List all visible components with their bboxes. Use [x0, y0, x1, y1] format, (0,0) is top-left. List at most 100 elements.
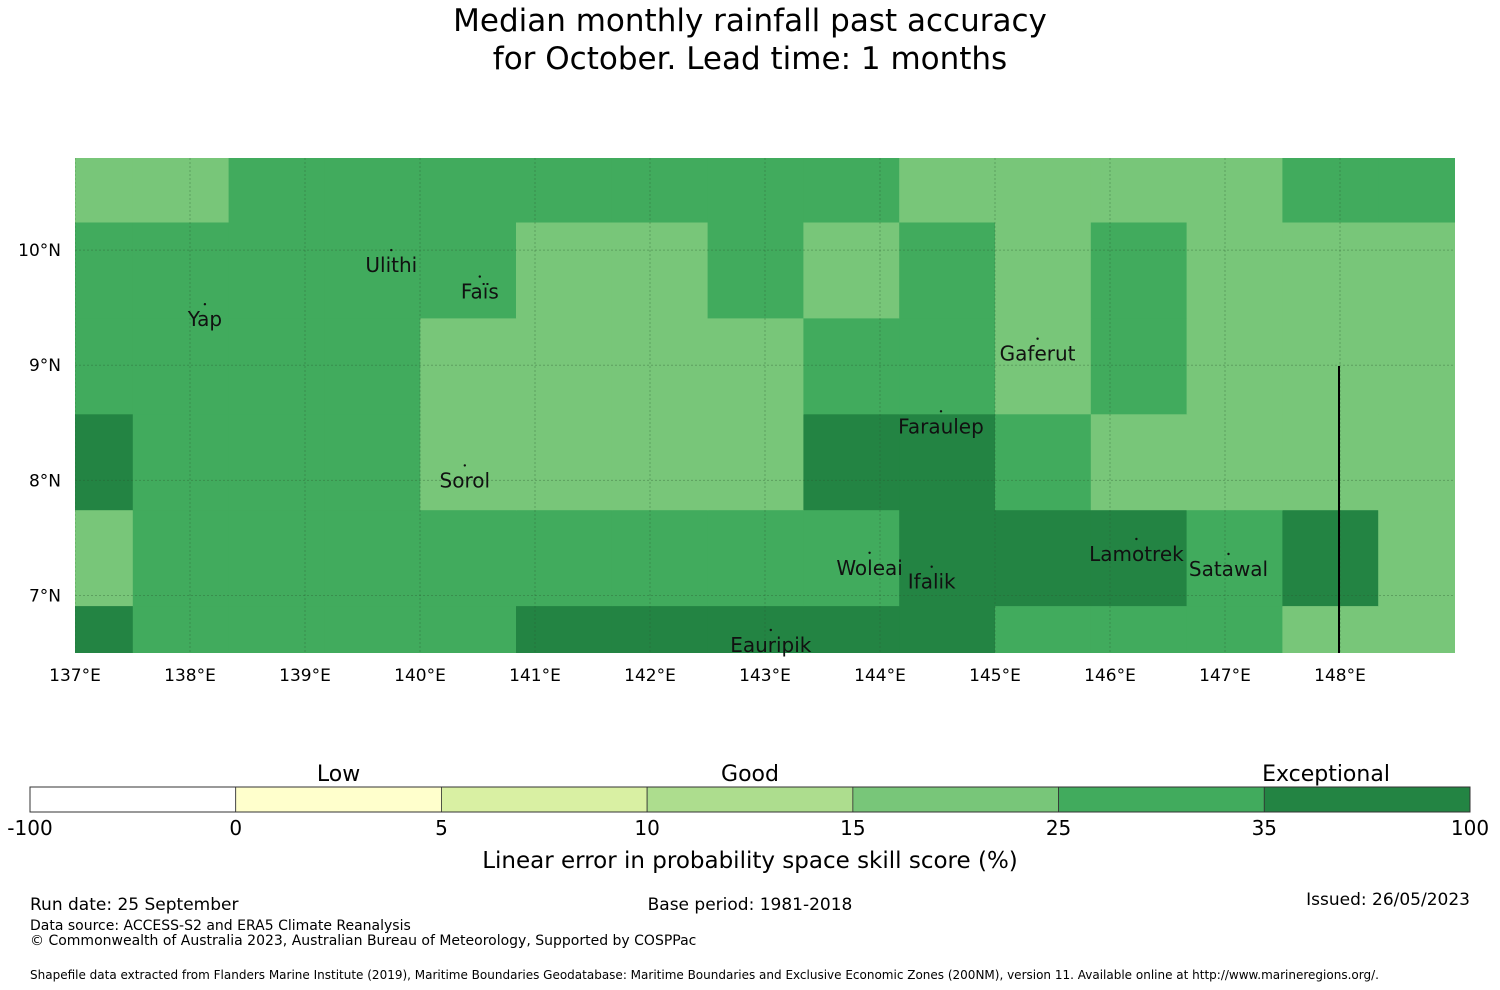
- skill-grid-cell: [707, 158, 804, 223]
- skill-grid-cell: [516, 413, 613, 511]
- skill-grid-cell: [1474, 30, 1500, 127]
- skill-grid-cell: [612, 30, 708, 127]
- skill-grid-cell: [1090, 509, 1188, 607]
- skill-grid-cell: [899, 509, 996, 607]
- skill-grid-cell: [707, 221, 804, 319]
- skill-grid-cell: [611, 509, 709, 607]
- map-title: Median monthly rainfall past accuracy fo…: [0, 2, 1500, 78]
- skill-grid-cell: [228, 317, 325, 415]
- skill-grid-cell: [420, 30, 516, 127]
- skill-grid-cell: [803, 221, 900, 319]
- skill-grid-cell: [899, 221, 996, 319]
- skill-grid-cell: [324, 509, 421, 607]
- skill-grid-cell: [803, 158, 900, 223]
- skill-grid-cell: [707, 605, 804, 653]
- island-label: Yap: [187, 307, 222, 331]
- rainfall-accuracy-map: Ulithi Faïs Yap Gaferut Faraulep Sorol WoleaiI…: [7, 0, 1500, 874]
- longitude-tick-label: 144°E: [854, 666, 906, 686]
- skill-grid-cell: [75, 413, 134, 511]
- island-label: Ulithi: [365, 253, 417, 277]
- skill-grid-cell: [1186, 605, 1283, 653]
- skill-grid-cell: [1378, 413, 1455, 511]
- skill-grid-cell: [995, 317, 1092, 415]
- skill-grid-cell: [324, 317, 421, 415]
- longitude-tick-label: 148°E: [1314, 666, 1366, 686]
- skill-grid-cell: [1186, 413, 1283, 511]
- island-marker: [930, 565, 933, 568]
- skill-grid-cell: [708, 0, 804, 31]
- colorbar-tick-label: 25: [1046, 816, 1071, 840]
- skill-grid-cell: [707, 317, 804, 415]
- skill-grid-cell: [516, 221, 613, 319]
- skill-grid-cell: [228, 605, 325, 653]
- skill-grid-cell: [1378, 509, 1455, 607]
- colorbar-tick-label: 35: [1252, 816, 1277, 840]
- skill-grid-cell: [1282, 158, 1379, 223]
- skill-grid-cell: [612, 0, 708, 31]
- colorbar-tick-label: 15: [840, 816, 865, 840]
- colorbar-swatch: [29, 786, 237, 813]
- latitude-tick-label: 9°N: [29, 356, 61, 376]
- skill-grid-cell: [420, 0, 516, 31]
- skill-grid-cell: [803, 605, 900, 653]
- colorbar-tick-label: 5: [435, 816, 448, 840]
- colorbar-frame: [29, 786, 1471, 813]
- skill-grid-cell: [1378, 0, 1474, 31]
- skill-grid-cell: [1282, 509, 1379, 607]
- skill-grid-cell: [995, 30, 1091, 127]
- island-marker: [390, 248, 393, 252]
- skill-grid-cell: [803, 509, 900, 607]
- colorbar-swatch: [852, 786, 1059, 813]
- skill-grid-cell: [995, 0, 1091, 31]
- skill-grid-cell: [1474, 126, 1500, 223]
- skill-grid-cell: [995, 221, 1092, 319]
- colorbar-axis-label: Linear error in probability space skill …: [482, 848, 1018, 874]
- skill-grid-cell: [1090, 413, 1188, 511]
- latitude-tick-label: 8°N: [29, 471, 61, 491]
- longitude-tick-label: 143°E: [739, 666, 791, 686]
- skill-grid-cell: [899, 0, 995, 31]
- island-label: Woleai: [836, 556, 903, 580]
- skill-grid-cell: [75, 605, 134, 653]
- skill-grid-cell: [1282, 30, 1378, 127]
- island-label: Satawal: [1189, 557, 1268, 581]
- longitude-tick-label: 139°E: [279, 666, 331, 686]
- issued-date: Issued: 26/05/2023: [1306, 890, 1470, 910]
- skill-grid-cell: [1378, 30, 1474, 127]
- skill-grid-cell: [899, 413, 996, 511]
- colorbar-tick-label: 100: [1451, 816, 1489, 840]
- skill-grid-cell: [1186, 317, 1283, 415]
- skill-grid-cell: [1474, 0, 1500, 31]
- skill-grid-cell: [707, 413, 804, 511]
- skill-grid-cell: [229, 30, 325, 127]
- skill-grid-cell: [611, 413, 709, 511]
- island-marker: [203, 303, 207, 306]
- island-marker: [769, 628, 772, 632]
- skill-grid-cell: [75, 158, 134, 223]
- skill-grid-cell: [420, 605, 517, 653]
- island-label: Lamotrek: [1089, 542, 1184, 566]
- skill-grid-cell: [899, 30, 995, 127]
- skill-grid-cell: [132, 509, 230, 607]
- latitude-tick-label: 10°N: [18, 241, 61, 261]
- skill-grid-cell: [899, 605, 996, 653]
- skill-grid-cell: [516, 30, 612, 127]
- colorbar-swatch: [646, 786, 854, 813]
- skill-grid-cell: [611, 605, 709, 653]
- title-line-2: for October. Lead time: 1 months: [492, 41, 1008, 77]
- skill-grid-cell: [420, 413, 517, 511]
- skill-grid-cell: [1474, 606, 1500, 703]
- skill-grid-cell: [995, 605, 1092, 653]
- skill-grid-cell: [324, 158, 421, 223]
- island-marker: [1227, 552, 1230, 556]
- longitude-tick-label: 142°E: [624, 666, 676, 686]
- skill-grid-cell: [228, 413, 325, 511]
- island-marker: [868, 551, 871, 554]
- island-marker: [1036, 337, 1039, 340]
- skill-grid-cell: [133, 30, 229, 127]
- skill-grid-cell: [132, 158, 230, 223]
- skill-grid-cell: [228, 158, 325, 223]
- skill-grid-cell: [516, 317, 613, 415]
- skill-grid-cell: [803, 30, 899, 127]
- longitude-tick-label: 140°E: [394, 666, 446, 686]
